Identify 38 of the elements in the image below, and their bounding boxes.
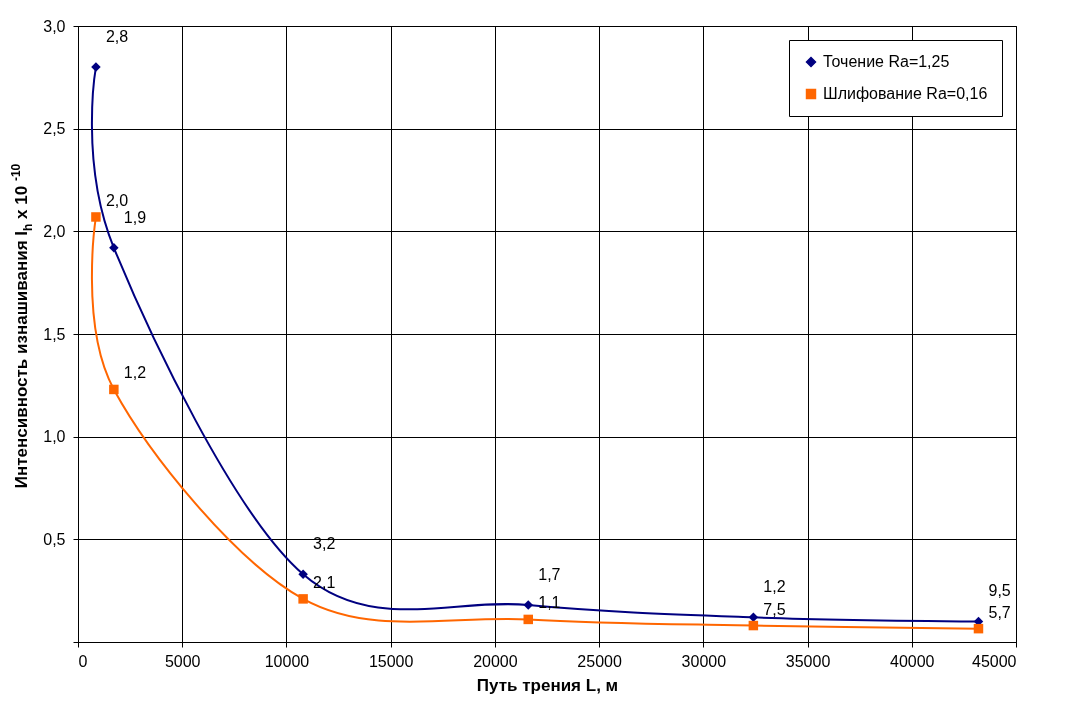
legend-label: Шлифование Ra=0,16 (823, 85, 988, 102)
x-tick-label: 10000 (264, 652, 310, 670)
annotation: 1,2 (763, 578, 786, 596)
y-tick-label: 2,5 (43, 120, 66, 138)
y-tick-label: 1,5 (43, 325, 66, 343)
point (523, 614, 533, 625)
point (109, 243, 119, 253)
annotation: 1,2 (123, 364, 147, 382)
y-tick-label: 2,0 (43, 222, 66, 240)
x-tick-label: 40000 (890, 652, 935, 670)
annotation: 2,1 (313, 573, 336, 591)
x-tick-label: 45000 (972, 652, 1017, 670)
x-tick-label: 0 (78, 652, 88, 670)
annotation: 2,0 (105, 191, 129, 209)
y-tick-label: 0,5 (43, 530, 66, 548)
x-tick-label: 15000 (368, 652, 414, 670)
y-tick-label: 1,0 (43, 428, 66, 446)
annotation: 9,5 (988, 582, 1011, 600)
x-axis-title: Путь трения L, м (476, 675, 619, 695)
x-tick-label: 5000 (164, 652, 201, 670)
x-tick-label: 30000 (681, 652, 727, 670)
legend-label: Точение Ra=1,25 (823, 53, 950, 70)
x-tick-label: 25000 (577, 652, 622, 670)
x-tick-label: 20000 (473, 652, 518, 670)
point (109, 384, 119, 395)
point (91, 212, 101, 222)
point (298, 569, 308, 579)
annotation: 2,8 (105, 28, 129, 46)
annotation: 1,9 (123, 208, 147, 226)
annotation: 5,7 (988, 603, 1011, 621)
point (523, 600, 533, 610)
y-tick-label: 3,0 (43, 17, 66, 35)
point (973, 623, 984, 634)
annotation: 1,7 (538, 566, 561, 584)
annotation: 7,5 (763, 600, 786, 618)
point (298, 594, 308, 604)
x-tick-label: 35000 (785, 652, 831, 670)
point (748, 620, 759, 631)
